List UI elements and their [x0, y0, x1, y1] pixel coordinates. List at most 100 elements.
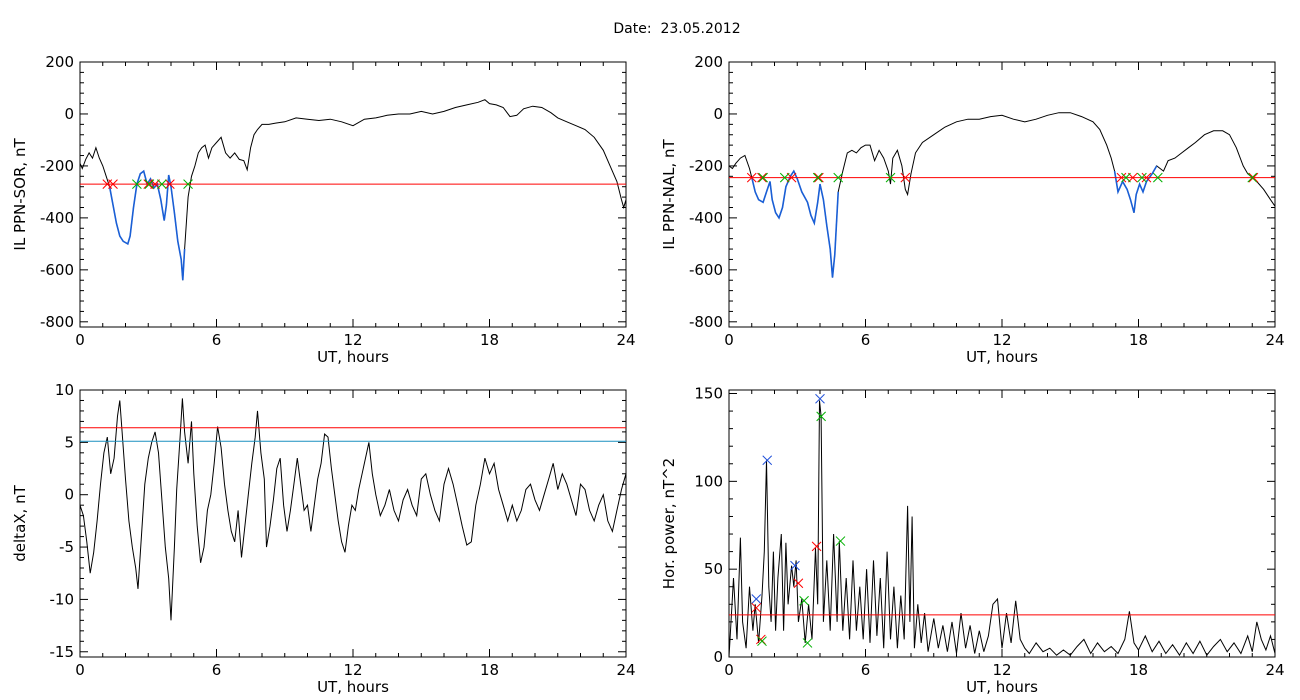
y-tick-label: -200: [689, 157, 723, 175]
x-tick-label: 12: [343, 661, 362, 679]
y-tick-label: 0: [64, 105, 74, 123]
highlight-segment: [751, 169, 839, 278]
marker-red: [900, 172, 911, 183]
marker-green: [183, 179, 193, 189]
panel-deltax: 0 6 12 18 24 -15 -10 -5 0 5 10 UT, hours deltaX, nT: [11, 381, 636, 696]
series-line: [729, 400, 1275, 657]
marker-red: [1141, 172, 1152, 183]
marker-green: [1121, 172, 1131, 183]
y-tick-label: -15: [50, 643, 75, 661]
x-axis-label: UT, hours: [317, 678, 389, 696]
marker-red: [786, 172, 797, 183]
y-tick-label: 200: [694, 53, 723, 71]
y-axis-label: IL PPN-NAL, nT: [660, 139, 678, 250]
y-tick-label: -800: [689, 313, 723, 331]
y-tick-label: 10: [55, 381, 74, 399]
x-tick-label: 0: [75, 331, 85, 349]
marker-green: [779, 172, 790, 183]
y-tick-label: 150: [694, 385, 723, 403]
marker-green: [132, 179, 142, 189]
marker-red: [811, 541, 822, 552]
y-axis-label: IL PPN-SOR, nT: [11, 138, 29, 251]
marker-blue: [762, 455, 773, 466]
y-tick-label: -600: [689, 261, 723, 279]
panel-ppn-nal: 0 6 12 18 24 -800 -600 -400 -200 0 200 UT, hours IL …: [660, 53, 1285, 366]
marker-green: [157, 179, 167, 189]
panel-hor-power: 0 6 12 18 24 0 50 100 150 UT, hours Hor. power, nT…: [660, 385, 1285, 696]
marker-green: [799, 595, 809, 606]
y-tick-label: 5: [64, 433, 74, 451]
series-line: [729, 112, 1275, 278]
y-tick-label: 50: [704, 560, 723, 578]
plot-frame: [728, 61, 1276, 328]
marker-green: [1137, 172, 1147, 183]
figure-title: Date: 23.05.2012: [613, 21, 740, 37]
marker-green: [144, 179, 155, 189]
plot-frame: [79, 389, 627, 658]
y-tick-label: -400: [40, 209, 74, 227]
marker-red: [757, 172, 767, 183]
marker-green: [833, 172, 844, 183]
marker-green: [757, 636, 767, 647]
x-tick-label: 18: [1129, 331, 1148, 349]
y-tick-label: -5: [59, 538, 74, 556]
x-tick-label: 12: [992, 661, 1011, 679]
x-tick-label: 24: [1265, 331, 1284, 349]
marker-green: [885, 172, 896, 183]
y-tick-label: -400: [689, 209, 723, 227]
marker-red: [746, 172, 757, 183]
x-tick-label: 18: [480, 661, 499, 679]
marker-green: [1152, 172, 1163, 183]
marker-green: [835, 536, 846, 546]
x-tick-label: 6: [861, 661, 871, 679]
x-tick-label: 12: [992, 331, 1011, 349]
series-line: [80, 99, 626, 281]
y-tick-label: 0: [64, 486, 74, 504]
x-tick-label: 18: [1129, 661, 1148, 679]
y-tick-label: -600: [40, 261, 74, 279]
y-tick-label: -800: [40, 313, 74, 331]
series-line: [80, 398, 626, 621]
x-axis-label: UT, hours: [966, 348, 1038, 366]
marker-red: [751, 602, 762, 613]
x-axis-label: UT, hours: [317, 348, 389, 366]
marker-green: [812, 172, 823, 183]
y-tick-label: 200: [45, 53, 74, 71]
x-tick-label: 18: [480, 331, 499, 349]
marker-red: [108, 179, 118, 189]
marker-blue: [790, 560, 800, 571]
x-tick-label: 24: [1265, 661, 1284, 679]
plot-frame: [728, 389, 1276, 658]
x-tick-label: 12: [343, 331, 362, 349]
y-tick-label: 0: [713, 105, 723, 123]
panel-ppn-sor: 0 6 12 18 24 -800 -600 -400 -200 0 200 UT, hours IL …: [11, 53, 636, 366]
x-tick-label: 0: [724, 331, 734, 349]
x-tick-label: 6: [212, 661, 222, 679]
plot-area: [80, 398, 626, 621]
marker-red: [1116, 172, 1127, 183]
highlight-segment: [108, 169, 186, 281]
y-tick-label: 0: [713, 648, 723, 666]
marker-green: [758, 172, 768, 183]
plot-area: [80, 99, 626, 281]
marker-red: [793, 578, 804, 589]
marker-red: [143, 179, 154, 189]
plot-area: [729, 393, 1275, 657]
x-tick-label: 6: [861, 331, 871, 349]
y-tick-label: -10: [50, 590, 75, 608]
y-axis-label: deltaX, nT: [11, 484, 29, 561]
marker-green: [1247, 172, 1258, 183]
y-axis-label: Hor. power, nT^2: [660, 458, 678, 589]
marker-red: [165, 179, 175, 189]
y-tick-label: 100: [694, 472, 723, 490]
x-tick-label: 6: [212, 331, 222, 349]
x-tick-label: 0: [75, 661, 85, 679]
marker-green: [802, 638, 813, 648]
plot-area: [729, 112, 1275, 278]
x-tick-label: 24: [616, 661, 635, 679]
marker-red: [1248, 172, 1259, 183]
x-axis-label: UT, hours: [966, 678, 1038, 696]
marker-green: [816, 411, 826, 422]
y-tick-label: -200: [40, 157, 74, 175]
